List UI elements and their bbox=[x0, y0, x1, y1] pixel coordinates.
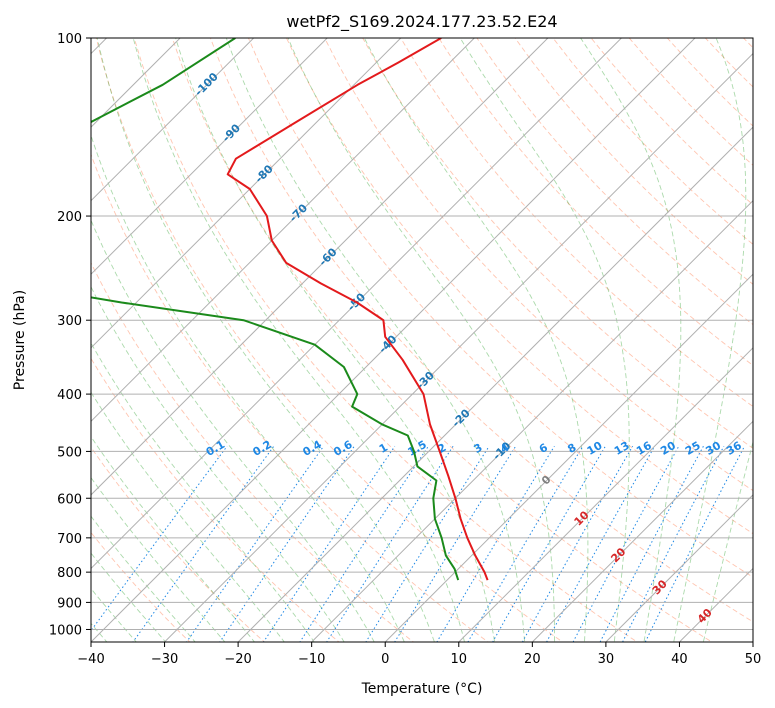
plot-area: -100-90-80-70-60-50-40-30-20-10010203040… bbox=[91, 38, 753, 642]
isotherm-line bbox=[91, 38, 255, 202]
isotherm-line bbox=[91, 38, 402, 349]
moist-adiabat bbox=[91, 285, 345, 642]
moist-adiabat bbox=[91, 134, 405, 642]
y-tick-label: 900 bbox=[57, 596, 82, 611]
dry-adiabat bbox=[133, 38, 639, 642]
x-tick-label: 30 bbox=[598, 652, 615, 667]
dry-adiabat bbox=[91, 531, 191, 642]
moist-adiabat bbox=[91, 476, 226, 642]
moist-adiabat bbox=[363, 38, 589, 642]
dry-adiabat bbox=[286, 38, 753, 535]
plot-frame bbox=[90, 37, 754, 643]
gridlines bbox=[91, 38, 753, 630]
y-tick-label: 500 bbox=[57, 445, 82, 460]
mixing-ratio-line bbox=[132, 445, 275, 642]
isotherm-line bbox=[237, 126, 753, 642]
y-tick-label: 600 bbox=[57, 492, 82, 507]
temperature-profile bbox=[226, 38, 489, 581]
mixing-ratio-line bbox=[394, 445, 517, 642]
x-tick-label: 40 bbox=[671, 652, 688, 667]
y-tick-label: 1000 bbox=[49, 623, 82, 638]
mixing-ratio-line bbox=[467, 445, 584, 642]
y-tick-label: 700 bbox=[57, 532, 82, 547]
dewpoint-profile bbox=[91, 38, 460, 581]
dry-adiabat bbox=[247, 38, 753, 578]
mixing-ratio-lines bbox=[91, 445, 745, 642]
mixing-ratio-line bbox=[91, 445, 228, 632]
x-tick-label: 0 bbox=[381, 652, 389, 667]
mixing-ratio-line bbox=[365, 445, 490, 642]
skewed-isotherms bbox=[91, 38, 753, 642]
x-tick-label: −40 bbox=[77, 652, 104, 667]
x-tick-label: 10 bbox=[451, 652, 468, 667]
dry-adiabat bbox=[171, 38, 713, 642]
x-tick-label: −10 bbox=[298, 652, 325, 667]
dry-adiabat bbox=[209, 38, 753, 623]
dry-adiabat bbox=[514, 38, 753, 285]
isotherm-line bbox=[91, 38, 549, 496]
isotherm-line bbox=[605, 494, 753, 642]
dry-adiabat bbox=[91, 261, 415, 642]
dry-adiabat bbox=[91, 153, 489, 642]
x-tick-label: −20 bbox=[224, 652, 251, 667]
isotherm-line bbox=[91, 38, 696, 642]
x-tick-label: −30 bbox=[151, 652, 178, 667]
dry-adiabat bbox=[95, 38, 564, 642]
y-tick-label: 300 bbox=[57, 314, 82, 329]
dry-adiabat bbox=[400, 38, 753, 408]
dry-adiabat bbox=[362, 38, 753, 449]
moist-adiabat bbox=[91, 342, 315, 642]
moist-adiabat bbox=[91, 435, 256, 642]
isotherm-line bbox=[91, 38, 328, 275]
isotherm-line bbox=[164, 52, 753, 642]
y-tick-label: 100 bbox=[57, 32, 82, 47]
moist-adiabat bbox=[225, 38, 526, 642]
profile-series bbox=[91, 38, 489, 581]
moist-adiabat bbox=[702, 440, 753, 642]
moist-adiabat bbox=[132, 38, 465, 642]
dry-adiabat bbox=[91, 357, 340, 642]
mixing-ratio-line bbox=[546, 445, 656, 642]
mixing-ratio-line bbox=[299, 445, 429, 642]
moist-adiabat bbox=[580, 38, 682, 642]
mixing-ratio-line bbox=[572, 445, 680, 642]
x-axis-title: Temperature (°C) bbox=[361, 681, 483, 697]
isotherm-line bbox=[458, 347, 753, 642]
y-tick-label: 800 bbox=[57, 566, 82, 581]
y-axis-ticks: 1000 900 800 700 600 500 400 300 200 100 bbox=[49, 32, 91, 638]
mixing-ratio-line bbox=[436, 445, 555, 642]
isotherm-line bbox=[91, 38, 475, 423]
moist-adiabat bbox=[96, 38, 435, 642]
moist-adiabats bbox=[91, 38, 753, 642]
x-tick-label: 20 bbox=[524, 652, 541, 667]
y-tick-label: 200 bbox=[57, 210, 82, 225]
chart-title: wetPf2_S169.2024.177.23.52.E24 bbox=[286, 12, 557, 32]
x-tick-label: 50 bbox=[745, 652, 762, 667]
y-tick-label: 400 bbox=[57, 388, 82, 403]
isotherm-line bbox=[311, 199, 753, 642]
isotherm-line bbox=[384, 273, 753, 642]
moist-adiabat bbox=[287, 38, 555, 642]
moist-adiabat bbox=[91, 219, 375, 642]
mixing-ratio-line bbox=[262, 445, 396, 642]
mixing-ratio-line bbox=[326, 445, 454, 642]
isotherm-line bbox=[91, 38, 622, 570]
dry-adiabats bbox=[91, 38, 753, 642]
mixing-ratio-line bbox=[219, 445, 355, 642]
moist-adiabat bbox=[91, 391, 285, 642]
mixing-ratio-line bbox=[492, 445, 606, 642]
dry-adiabat bbox=[476, 38, 753, 326]
dry-adiabat bbox=[91, 446, 265, 642]
mixing-ratio-line bbox=[599, 445, 704, 642]
isotherm-line bbox=[531, 420, 753, 642]
x-axis-ticks: −40 −30 −20 −10 0 10 20 30 40 50 bbox=[77, 642, 761, 667]
y-axis-title: Pressure (hPa) bbox=[12, 290, 28, 390]
